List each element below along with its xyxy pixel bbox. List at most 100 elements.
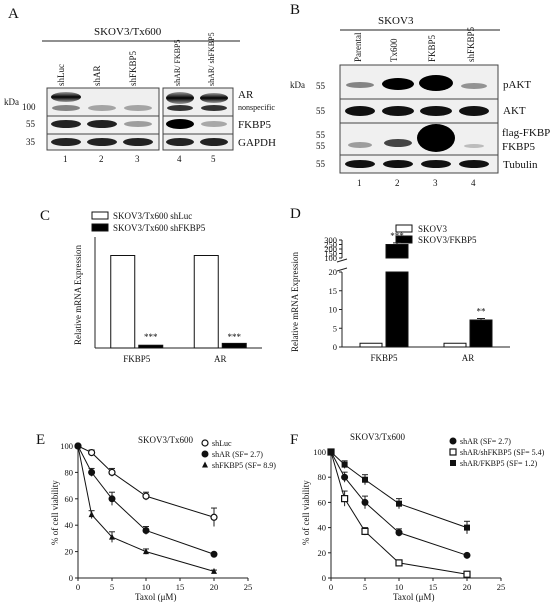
- svg-text:Tubulin: Tubulin: [503, 159, 538, 171]
- panel-c-chart: FKBP5 *** AR ***: [94, 237, 262, 364]
- d-stars-0: ***: [390, 231, 404, 241]
- d-ytick-up-4: 300: [324, 235, 337, 245]
- c-tick-fkbp5: FKBP5: [123, 354, 151, 364]
- panel-e-xlabel: Taxol (μM): [135, 592, 176, 602]
- f-point-0-2: [361, 498, 369, 506]
- f-legend-label-0: shAR (SF= 2.7): [460, 437, 511, 446]
- panel-b-blot: [339, 64, 499, 174]
- f-series-line-1: [330, 451, 468, 575]
- f-xtick-3: 15: [429, 582, 438, 592]
- d-tick-fkbp5: FKBP5: [370, 353, 398, 363]
- e-ytick-2: 40: [65, 520, 74, 530]
- e-legend-marker-0: [201, 439, 209, 447]
- panel-a-kda: kDa: [4, 97, 19, 107]
- e-legend-label-1: shAR (SF= 2.7): [212, 450, 263, 459]
- panel-b-kda: kDa: [290, 80, 305, 90]
- f-point-2-0: [328, 449, 334, 455]
- panel-d-letter: D: [290, 206, 301, 222]
- d-stars-1: **: [477, 307, 487, 317]
- f-ytick-4: 80: [318, 472, 327, 482]
- panel-a-blot-right: [162, 87, 234, 151]
- f-xtick-1: 5: [363, 582, 367, 592]
- panel-a-band-labels: AR nonspecific FKBP5 GAPDH: [238, 89, 276, 149]
- svg-text:100: 100: [22, 102, 36, 112]
- band-label-ar: AR: [238, 89, 254, 101]
- panel-a-lane-5: shAR/ shFKBP5: [207, 32, 216, 86]
- d-axis-break-1: [336, 258, 348, 263]
- svg-text:4: 4: [177, 154, 182, 164]
- svg-text:SKOV3: SKOV3: [418, 224, 448, 234]
- panel-e-ylabel: % of cell viability: [50, 480, 60, 545]
- panel-f-chart: 0 5 10 15 20 25 0 20 40 60 80 100 shAR (SF= 2.7) shAR…: [313, 437, 544, 592]
- d-ytick-low-3: 15: [329, 286, 338, 296]
- svg-text:SKOV3/Tx600 shFKBP5: SKOV3/Tx600 shFKBP5: [113, 223, 206, 233]
- panel-a-markers: 100 55 35: [22, 102, 36, 147]
- svg-text:FKBP5: FKBP5: [502, 141, 536, 153]
- d-ytick-low-2: 10: [329, 305, 338, 315]
- e-ytick-3: 60: [65, 494, 74, 504]
- band-label-gapdh: GAPDH: [238, 137, 276, 149]
- f-legend-marker-2: [450, 460, 456, 466]
- svg-text:35: 35: [26, 137, 36, 147]
- d-ytick-low-4: 20: [329, 267, 338, 277]
- f-legend-label-1: shAR/shFKBP5 (SF= 5.4): [460, 448, 545, 457]
- c-stars-1: ***: [228, 332, 242, 342]
- e-ytick-1: 20: [65, 547, 74, 557]
- f-ytick-2: 40: [318, 523, 327, 533]
- f-xtick-0: 0: [329, 582, 333, 592]
- svg-text:55: 55: [316, 130, 326, 140]
- d-tick-ar: AR: [462, 353, 475, 363]
- svg-text:55: 55: [26, 119, 36, 129]
- d-ytick-low-1: 5: [333, 323, 337, 333]
- panel-f-letter: F: [290, 432, 298, 448]
- f-ytick-0: 0: [322, 573, 326, 583]
- f-xtick-5: 25: [497, 582, 506, 592]
- f-point-2-3: [396, 500, 402, 507]
- d-ytick-up-1: 150: [324, 249, 337, 259]
- svg-text:FKBP5: FKBP5: [427, 34, 437, 62]
- d-bar-fkbp5-1-low: [385, 271, 409, 348]
- f-legend-marker-1: [449, 448, 457, 456]
- panel-f-ylabel: % of cell viability: [301, 480, 311, 545]
- panel-a-letter: A: [8, 6, 19, 22]
- e-legend-label-0: shLuc: [212, 439, 232, 448]
- panel-b-lane-labels: Parental Tx600 FKBP5 shFKBP5: [353, 26, 476, 62]
- f-point-1-1: [341, 495, 349, 503]
- d-axis-break-2: [336, 267, 348, 272]
- panel-c-legend: SKOV3/Tx600 shLuc SKOV3/Tx600 shFKBP5: [91, 211, 206, 233]
- panel-a-lane-3: shFKBP5: [128, 50, 138, 86]
- f-point-0-1: [341, 473, 349, 481]
- svg-text:55: 55: [316, 106, 326, 116]
- c-bar-fkbp5-1: [138, 344, 164, 349]
- e-point-1-2: [108, 495, 116, 503]
- svg-text:2: 2: [395, 178, 400, 188]
- panel-b-lane-numbers: 1 2 3 4: [357, 178, 476, 188]
- svg-text:3: 3: [135, 154, 140, 164]
- f-point-0-3: [395, 529, 403, 537]
- band-label-fkbp5: FKBP5: [238, 119, 272, 131]
- c-stars-0: ***: [144, 332, 158, 342]
- svg-text:5: 5: [211, 154, 216, 164]
- e-xtick-2: 10: [142, 582, 151, 592]
- svg-text:2: 2: [99, 154, 104, 164]
- panel-d-legend: SKOV3 SKOV3/FKBP5: [395, 224, 477, 245]
- e-legend-marker-2: [202, 461, 208, 468]
- e-xtick-1: 5: [110, 582, 114, 592]
- panel-c-letter: C: [40, 208, 50, 224]
- f-ytick-5: 100: [313, 447, 326, 457]
- e-ytick-5: 100: [60, 441, 73, 451]
- f-ytick-3: 60: [318, 497, 327, 507]
- panel-a-lane-2: shAR: [92, 65, 102, 86]
- f-point-1-4: [463, 570, 471, 578]
- panel-e-letter: E: [36, 432, 45, 448]
- svg-text:55: 55: [316, 81, 326, 91]
- d-bar-ar-0: [443, 342, 467, 348]
- f-xtick-4: 20: [463, 582, 472, 592]
- f-series-line-2: [330, 451, 468, 529]
- svg-text:55: 55: [316, 141, 326, 151]
- f-point-2-1: [341, 461, 348, 468]
- e-point-2-2: [109, 533, 115, 540]
- d-ytick-up-0: 100: [324, 253, 337, 263]
